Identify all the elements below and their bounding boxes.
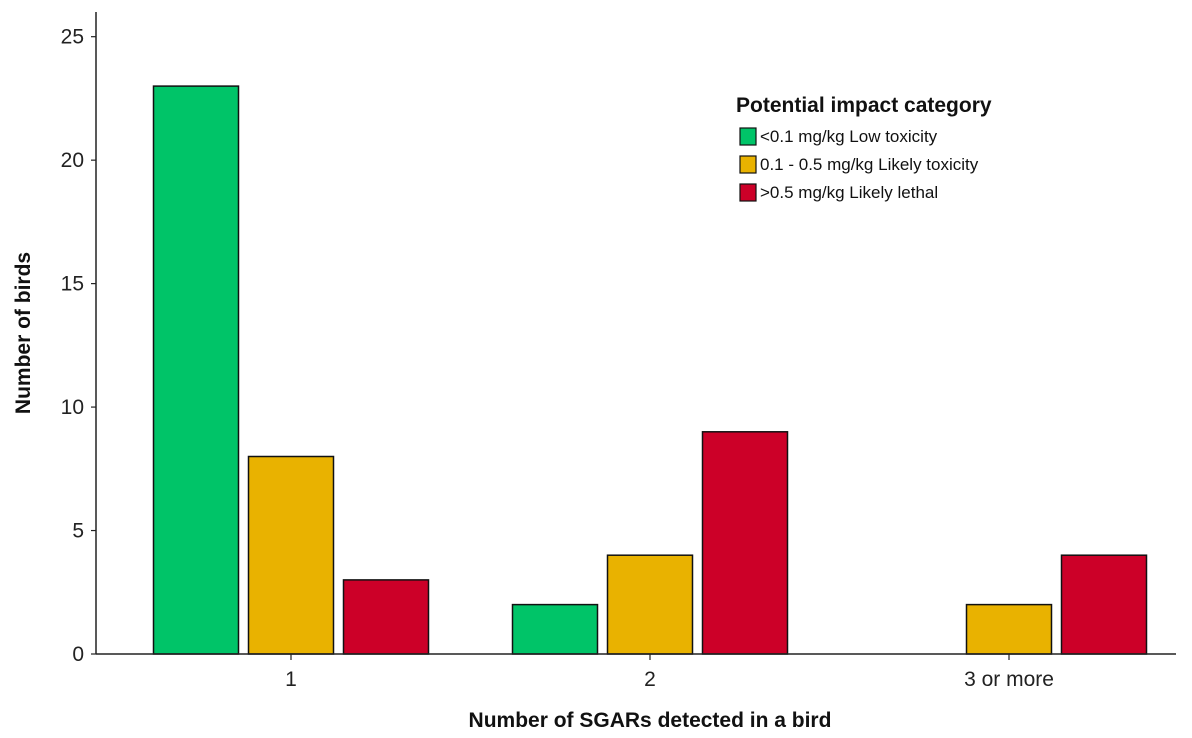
y-tick-label: 15 bbox=[61, 273, 84, 296]
y-tick-label: 0 bbox=[72, 643, 84, 666]
x-axis-title: Number of SGARs detected in a bird bbox=[469, 709, 832, 732]
y-ticks: 0 5 10 15 20 25 bbox=[61, 26, 96, 666]
bar-2-series-3 bbox=[701, 431, 789, 655]
x-ticks: 1 2 3 or more bbox=[285, 654, 1054, 691]
x-tick-label: 2 bbox=[644, 668, 656, 691]
legend-items: <0.1 mg/kg Low toxicity 0.1 - 0.5 mg/kg L… bbox=[739, 127, 979, 202]
legend-swatch-1 bbox=[739, 127, 757, 146]
legend-label-3: >0.5 mg/kg Likely lethal bbox=[760, 183, 938, 202]
y-tick-label: 25 bbox=[61, 26, 84, 49]
y-tick-label: 10 bbox=[61, 396, 84, 419]
x-tick-label: 3 or more bbox=[964, 668, 1054, 691]
legend-title: Potential impact category bbox=[736, 94, 992, 117]
bar-3-series-3 bbox=[1060, 554, 1148, 655]
bar-2-series-2 bbox=[606, 554, 694, 655]
legend-label-1: <0.1 mg/kg Low toxicity bbox=[760, 127, 938, 146]
bar-3-series-2 bbox=[965, 603, 1053, 655]
bar-1-series-1 bbox=[152, 85, 240, 655]
bar-1-series-3 bbox=[342, 579, 430, 655]
legend: Potential impact category <0.1 mg/kg Low… bbox=[736, 94, 992, 202]
legend-swatch-3 bbox=[739, 183, 757, 202]
bar-2-series-1 bbox=[511, 603, 599, 655]
axes-layer bbox=[95, 12, 1176, 655]
legend-label-2: 0.1 - 0.5 mg/kg Likely toxicity bbox=[760, 155, 979, 174]
bar-1-series-2 bbox=[247, 455, 335, 655]
y-tick-label: 20 bbox=[61, 149, 84, 172]
bars-layer bbox=[152, 85, 1148, 655]
y-axis-title: Number of birds bbox=[12, 252, 35, 414]
y-tick-label: 5 bbox=[72, 520, 84, 543]
x-tick-label: 1 bbox=[285, 668, 297, 691]
legend-swatch-2 bbox=[739, 155, 757, 174]
